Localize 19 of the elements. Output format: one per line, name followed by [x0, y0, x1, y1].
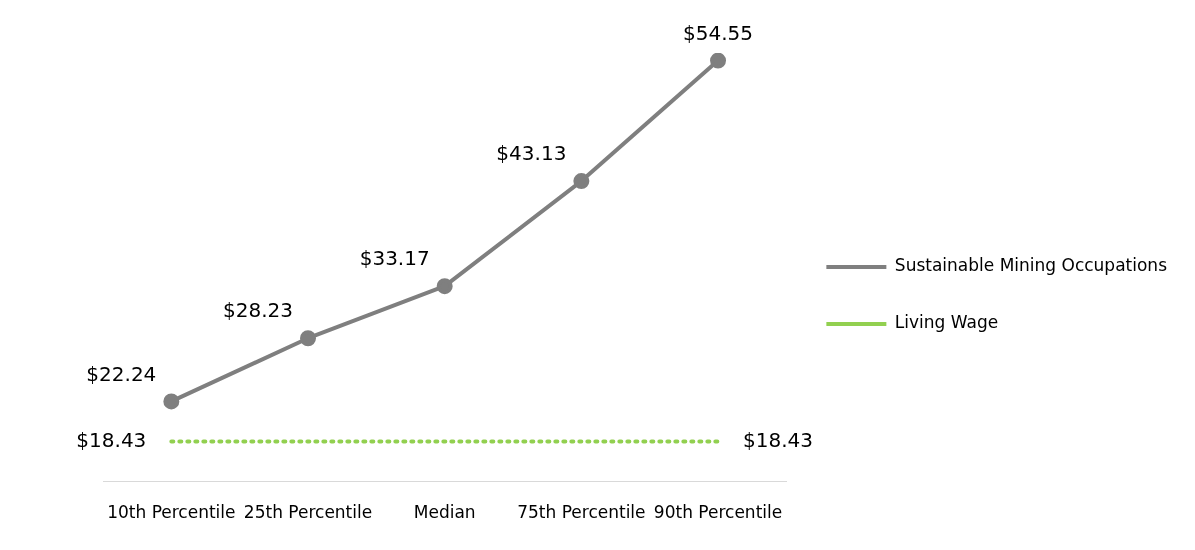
x-tick-label: 10th Percentile [107, 502, 236, 523]
point [163, 393, 180, 410]
data-label: $33.17 [359, 246, 430, 271]
x-tick-label: 25th Percentile [243, 502, 373, 523]
legend-label: Sustainable Mining Occupations [894, 255, 1168, 276]
data-label: $28.23 [223, 298, 294, 323]
x-tick-label: 90th Percentile [653, 502, 783, 523]
legend-label: Living Wage [894, 312, 999, 333]
point [710, 53, 727, 69]
x-tick-label: Median [413, 502, 476, 523]
point [300, 330, 317, 347]
data-label: $22.24 [86, 361, 157, 386]
x-tick-label: 75th Percentile [517, 502, 646, 523]
point [436, 278, 453, 295]
data-label: $18.43 [743, 427, 814, 452]
data-label: $43.13 [496, 141, 567, 166]
data-label: $54.55 [683, 20, 754, 45]
data-label: $18.43 [76, 427, 147, 452]
point [573, 173, 590, 190]
